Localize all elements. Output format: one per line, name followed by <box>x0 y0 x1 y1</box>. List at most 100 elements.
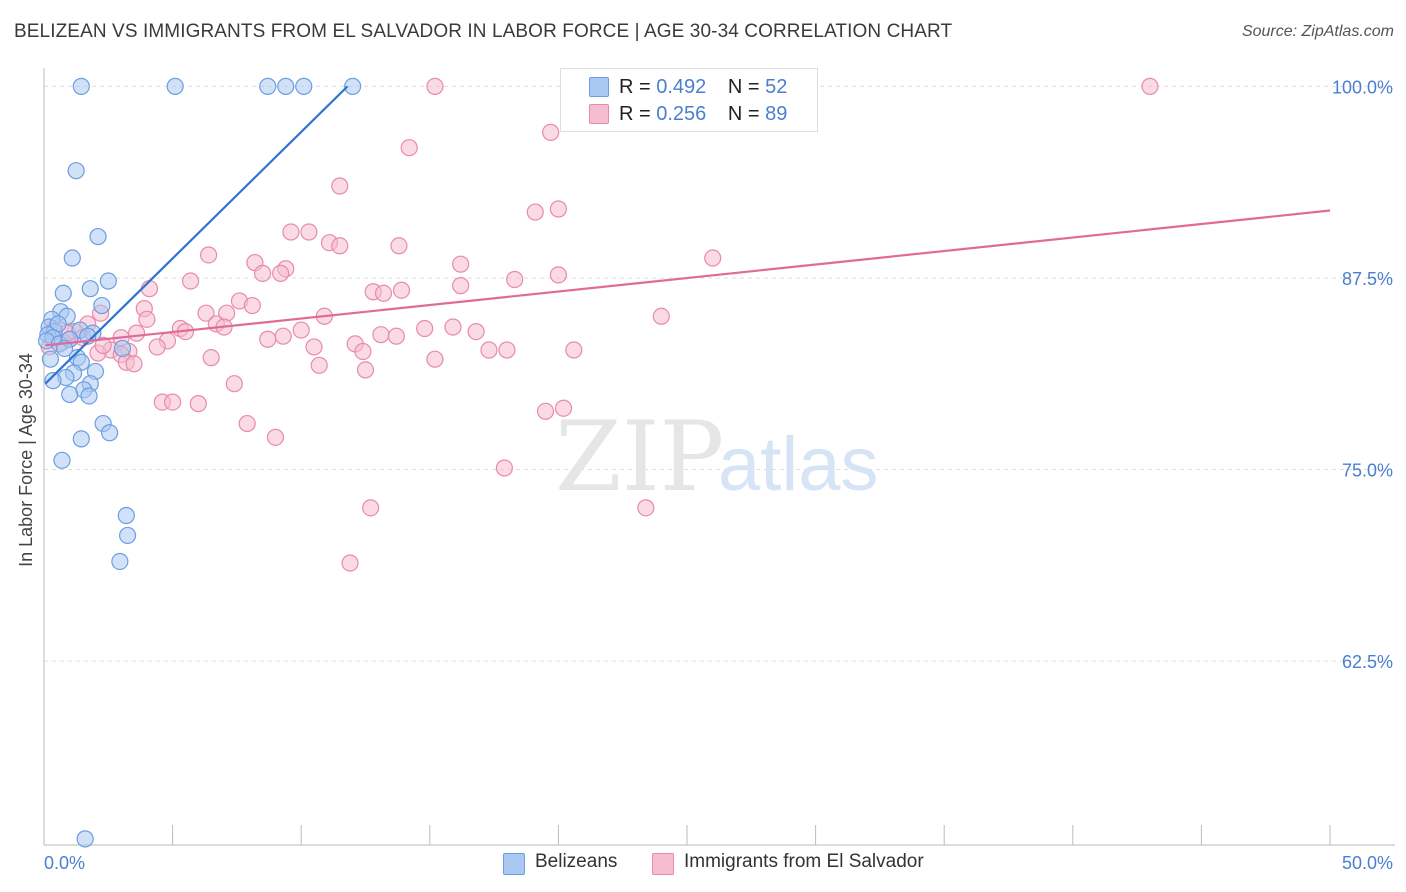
el-salvador-point <box>274 327 292 345</box>
belizean-point <box>89 227 107 246</box>
bottom-legend-el-salvador: Immigrants from El Salvador <box>684 851 924 872</box>
belizean-point <box>72 77 90 95</box>
el-salvador-point <box>182 272 200 290</box>
el-salvador-point <box>140 280 159 298</box>
belizean-point <box>61 385 79 404</box>
el-salvador-point <box>506 270 524 289</box>
el-salvador-point <box>331 177 349 195</box>
legend-r-value: 0.492 <box>656 76 707 98</box>
series-belizeans <box>37 77 362 848</box>
el-salvador-point <box>189 395 207 413</box>
legend-n-label: N = <box>727 76 760 98</box>
el-salvador-point <box>202 349 220 367</box>
y-tick-label: 75.0% <box>1342 461 1393 481</box>
belizean-point <box>100 424 119 442</box>
el-salvador-point <box>148 338 166 356</box>
el-salvador-point <box>197 304 215 322</box>
belizean-point <box>63 249 81 267</box>
el-salvador-point <box>467 322 485 341</box>
legend-n-value: 89 <box>765 103 788 125</box>
legend-r-label: R = <box>619 76 651 98</box>
el-salvador-point <box>416 319 434 338</box>
el-salvador-point <box>498 341 516 359</box>
el-salvador-point <box>266 428 285 446</box>
el-salvador-point <box>526 203 544 221</box>
el-salvador-point <box>272 264 290 282</box>
el-salvador-point <box>164 393 182 411</box>
el-salvador-point <box>390 237 408 255</box>
belizean-point <box>117 506 135 525</box>
el-salvador-point <box>138 310 156 328</box>
belizean-point <box>295 77 313 95</box>
el-salvador-point <box>310 356 328 374</box>
x-tick-label-right: 50.0% <box>1342 853 1393 873</box>
el-salvador-point <box>200 246 218 264</box>
el-salvador-point <box>400 139 418 157</box>
y-tick-label: 100.0% <box>1332 77 1393 97</box>
el-salvador-point <box>331 237 349 255</box>
el-salvador-point <box>372 326 390 344</box>
el-salvador-point <box>549 200 568 218</box>
legend-r-value: 0.256 <box>656 103 707 125</box>
el-salvador-point <box>238 414 256 433</box>
y-tick-labels: 100.0% 87.5% 75.0% 62.5% <box>1332 77 1393 672</box>
el-salvador-point <box>1141 77 1159 95</box>
el-salvador-point <box>452 277 470 295</box>
el-salvador-point <box>356 361 375 379</box>
y-tick-label: 87.5% <box>1342 269 1393 289</box>
el-salvador-point <box>565 341 583 359</box>
el-salvador-point <box>225 375 243 393</box>
el-salvador-point <box>300 223 318 241</box>
belizean-point <box>166 77 184 95</box>
watermark: ZIP atlas <box>555 401 879 513</box>
belizean-point <box>76 830 94 848</box>
belizean-point <box>44 372 62 390</box>
el-salvador-point <box>243 296 261 315</box>
x-tick-label-left: 0.0% <box>44 853 85 873</box>
el-salvador-point <box>282 223 300 241</box>
belizean-trend-line <box>44 85 349 385</box>
el-salvador-point <box>426 77 444 95</box>
el-salvador-point <box>536 402 555 420</box>
source-label: Source: ZipAtlas.com <box>1241 23 1394 40</box>
belizean-point <box>118 526 137 545</box>
el-salvador-trend-line <box>45 209 1331 347</box>
el-salvador-point <box>354 342 372 361</box>
legend-swatch-pink <box>589 104 609 124</box>
el-salvador-point <box>704 249 722 267</box>
x-tick-labels: 0.0% 50.0% <box>44 853 1393 873</box>
el-salvador-point <box>452 255 470 273</box>
legend-r-label: R = <box>619 103 651 125</box>
el-salvador-point <box>554 399 573 417</box>
belizean-point <box>54 284 72 302</box>
el-salvador-point <box>362 499 380 517</box>
axes <box>43 68 1395 846</box>
el-salvador-point <box>127 324 146 342</box>
el-salvador-point <box>292 321 310 339</box>
watermark-atlas: atlas <box>718 422 879 507</box>
legend-n-value: 52 <box>765 76 788 98</box>
y-tick-label: 62.5% <box>1342 652 1393 672</box>
el-salvador-point <box>392 281 411 299</box>
y-axis-label: In Labor Force | Age 30-34 <box>16 353 36 567</box>
el-salvador-point <box>426 350 444 368</box>
belizean-point <box>344 77 362 95</box>
legend-swatch-blue <box>589 77 609 97</box>
belizean-point <box>259 77 277 95</box>
belizean-point <box>72 430 90 448</box>
legend-row-el-salvador: R = 0.256 N = 89 <box>619 103 787 126</box>
bottom-legend-swatch-el-salvador <box>652 853 674 875</box>
correlation-legend: R = 0.492 N = 52 R = 0.256 N = 89 <box>560 68 818 132</box>
belizean-point <box>113 339 132 358</box>
trend-lines <box>44 85 1331 385</box>
el-salvador-point <box>305 338 323 356</box>
belizean-point <box>99 272 117 290</box>
y-axis-label-wrap: In Labor Force | Age 30-34 <box>16 246 37 567</box>
el-salvador-point <box>444 318 462 336</box>
belizean-point <box>277 77 295 95</box>
belizean-point <box>67 162 85 180</box>
chart-title: BELIZEAN VS IMMIGRANTS FROM EL SALVADOR … <box>14 21 953 42</box>
el-salvador-point <box>94 336 112 354</box>
el-salvador-point <box>254 264 272 282</box>
legend-row-belizeans: R = 0.492 N = 52 <box>619 76 787 99</box>
